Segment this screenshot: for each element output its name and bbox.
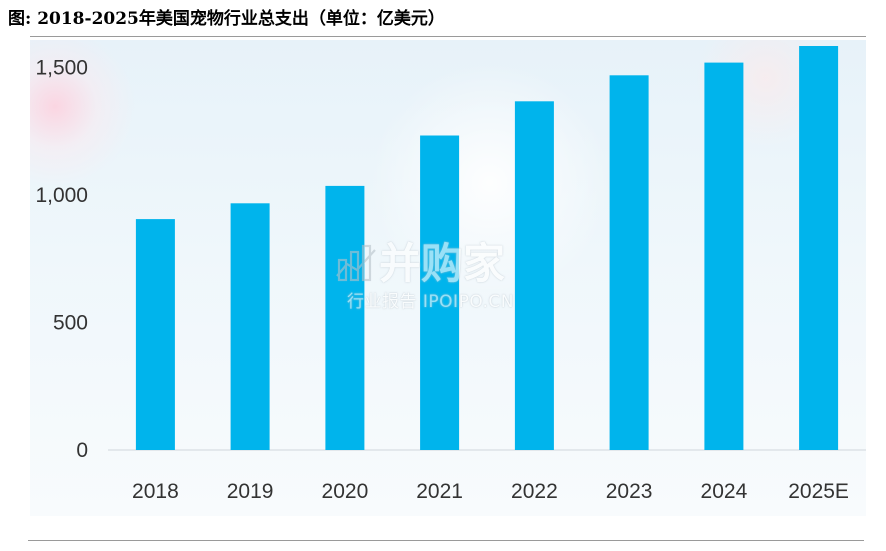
bar-2024 xyxy=(704,62,744,450)
x-axis-ticks: 2018 2019 2020 2021 2022 2023 2024 2025E xyxy=(132,480,849,503)
bar-2018 xyxy=(135,219,175,450)
bottom-divider xyxy=(28,540,864,541)
bar-2023 xyxy=(609,75,649,451)
x-tick-label: 2021 xyxy=(416,480,463,503)
bar-2025E xyxy=(799,46,839,450)
y-tick-label: 1,500 xyxy=(35,57,88,80)
bars-group xyxy=(108,46,866,451)
x-tick-label: 2018 xyxy=(132,480,179,503)
chart-title: 图: 2018-2025年美国宠物行业总支出（单位：亿美元） xyxy=(8,9,445,29)
y-tick-label: 0 xyxy=(76,439,88,462)
bar-2022 xyxy=(514,101,554,451)
y-tick-label: 1,000 xyxy=(35,184,88,207)
x-tick-label: 2020 xyxy=(322,480,369,503)
y-axis-ticks: 0 500 1,000 1,500 xyxy=(35,57,88,462)
bar-2020 xyxy=(325,185,365,450)
bar-2021 xyxy=(420,135,460,450)
x-tick-label: 2025E xyxy=(788,480,849,503)
x-tick-label: 2023 xyxy=(606,480,653,503)
x-tick-label: 2022 xyxy=(511,480,558,503)
x-tick-label: 2024 xyxy=(701,480,748,503)
x-tick-label: 2019 xyxy=(227,480,274,503)
y-tick-label: 500 xyxy=(53,312,88,335)
top-divider xyxy=(30,36,866,37)
bar-2019 xyxy=(230,203,270,450)
